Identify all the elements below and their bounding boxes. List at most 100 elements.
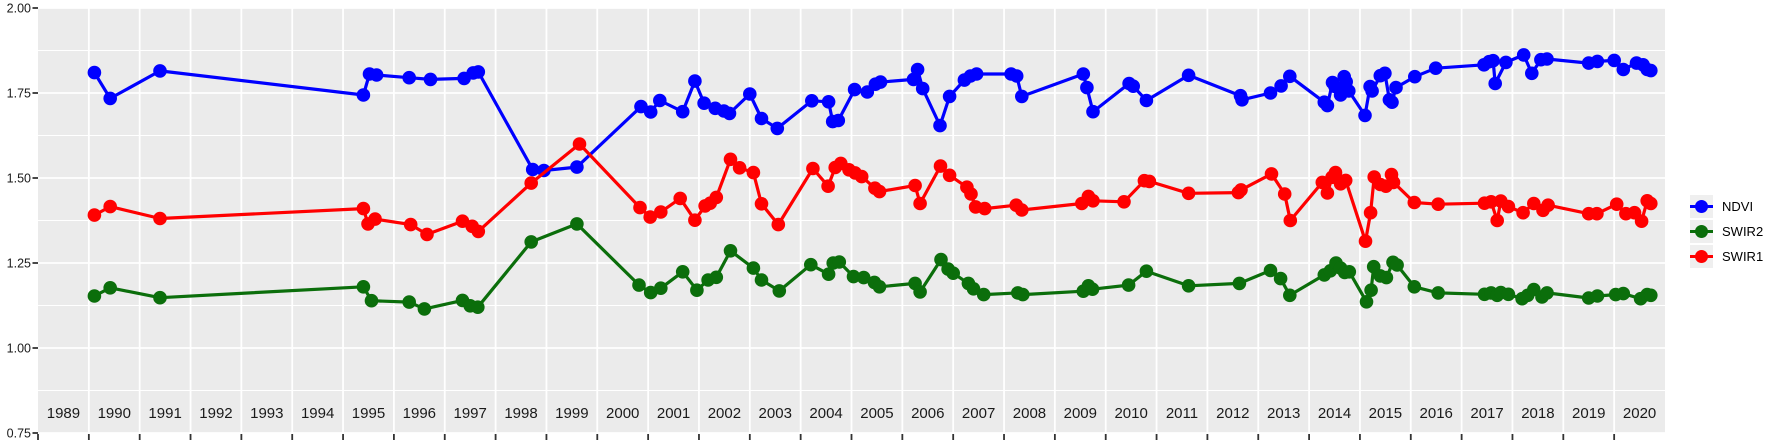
- data-point: [856, 270, 871, 285]
- data-point: [966, 282, 981, 296]
- data-point: [1358, 234, 1373, 248]
- data-point: [1644, 288, 1658, 303]
- x-axis-year-label: 2015: [1369, 405, 1402, 422]
- x-axis-year-label: 1997: [453, 405, 486, 422]
- data-point: [754, 197, 769, 211]
- data-point: [1607, 53, 1621, 68]
- data-point: [723, 244, 738, 258]
- data-point: [1541, 198, 1555, 212]
- legend-label-swir1: SWIR1: [1722, 249, 1764, 264]
- data-point: [806, 161, 820, 176]
- data-point: [471, 300, 485, 315]
- point-marker-icon: [1695, 250, 1708, 263]
- x-axis-year-label: 2009: [1064, 405, 1097, 422]
- legend-label-swir2: SWIR2: [1722, 224, 1764, 239]
- data-point: [1644, 196, 1658, 211]
- data-point: [1486, 53, 1500, 68]
- x-axis-year-label: 1990: [98, 405, 131, 422]
- data-point: [1320, 98, 1335, 113]
- data-point: [1274, 79, 1288, 93]
- x-axis-year-label: 2016: [1420, 405, 1453, 422]
- data-point: [1616, 286, 1631, 301]
- data-point: [1342, 265, 1357, 279]
- data-point: [746, 261, 761, 275]
- data-point: [934, 252, 948, 267]
- data-point: [1342, 84, 1356, 98]
- data-point: [572, 137, 587, 151]
- data-point: [1015, 89, 1029, 104]
- data-point: [1126, 79, 1140, 93]
- data-point: [1540, 286, 1554, 300]
- data-point: [153, 211, 167, 226]
- data-point: [1181, 279, 1196, 293]
- data-point: [1139, 93, 1154, 108]
- y-axis-tick-label: 0.75: [7, 427, 31, 441]
- x-axis-year-label: 2008: [1013, 405, 1046, 422]
- x-axis-year-label: 2012: [1216, 405, 1249, 422]
- data-point: [1181, 186, 1196, 201]
- data-point: [977, 201, 992, 216]
- y-axis-tick-label: 1.75: [7, 87, 31, 101]
- data-point: [1390, 258, 1404, 272]
- data-point: [1086, 194, 1100, 208]
- data-point: [1273, 271, 1288, 286]
- data-point: [471, 224, 486, 239]
- data-point: [417, 302, 432, 316]
- data-point: [1232, 276, 1247, 291]
- data-point: [1516, 48, 1531, 62]
- data-point: [364, 293, 379, 308]
- x-axis-year-label: 2005: [860, 405, 893, 422]
- data-point: [847, 82, 862, 97]
- data-point: [754, 273, 769, 287]
- data-point: [1501, 199, 1516, 214]
- data-point: [1283, 69, 1297, 84]
- data-point: [1181, 68, 1196, 83]
- data-point: [1365, 84, 1379, 98]
- x-axis-year-label: 2010: [1114, 405, 1147, 422]
- data-point: [1408, 69, 1422, 84]
- data-point: [1320, 186, 1335, 200]
- data-point: [1525, 66, 1539, 81]
- data-point: [1590, 54, 1605, 69]
- data-point: [524, 176, 538, 190]
- data-point: [570, 160, 584, 174]
- data-point: [654, 281, 668, 296]
- data-point: [1264, 167, 1279, 181]
- data-point: [632, 278, 646, 292]
- legend-key-swir1: [1690, 245, 1713, 268]
- data-point: [946, 266, 960, 281]
- data-point: [87, 289, 102, 303]
- series-swir1: [87, 137, 1658, 248]
- x-axis-year-label: 1989: [47, 405, 80, 422]
- data-point: [772, 284, 787, 298]
- legend-item-swir1: SWIR1: [1690, 245, 1763, 268]
- data-point: [1117, 195, 1131, 209]
- data-point: [1389, 80, 1403, 95]
- data-point: [1080, 80, 1094, 95]
- data-point: [722, 106, 737, 121]
- data-point: [1086, 104, 1100, 119]
- data-point: [356, 201, 371, 216]
- data-point: [1634, 214, 1649, 228]
- data-point: [743, 87, 757, 101]
- data-point: [832, 255, 847, 269]
- x-axis-year-label: 1999: [555, 405, 588, 422]
- data-point: [570, 217, 584, 231]
- data-point: [976, 287, 991, 302]
- data-point: [356, 280, 371, 294]
- x-axis-year-label: 1993: [250, 405, 283, 422]
- data-point: [854, 169, 869, 184]
- y-axis-tick-label: 2.00: [7, 2, 31, 16]
- data-point: [913, 285, 927, 299]
- data-point: [1490, 213, 1504, 228]
- data-point: [821, 179, 835, 193]
- data-point: [872, 280, 887, 294]
- x-axis-year-label: 2002: [708, 405, 741, 422]
- data-point: [1386, 175, 1401, 190]
- data-point: [942, 89, 957, 104]
- data-point: [643, 210, 657, 224]
- data-point: [1407, 280, 1422, 294]
- data-point: [873, 75, 888, 89]
- x-axis-year-label: 1991: [148, 405, 181, 422]
